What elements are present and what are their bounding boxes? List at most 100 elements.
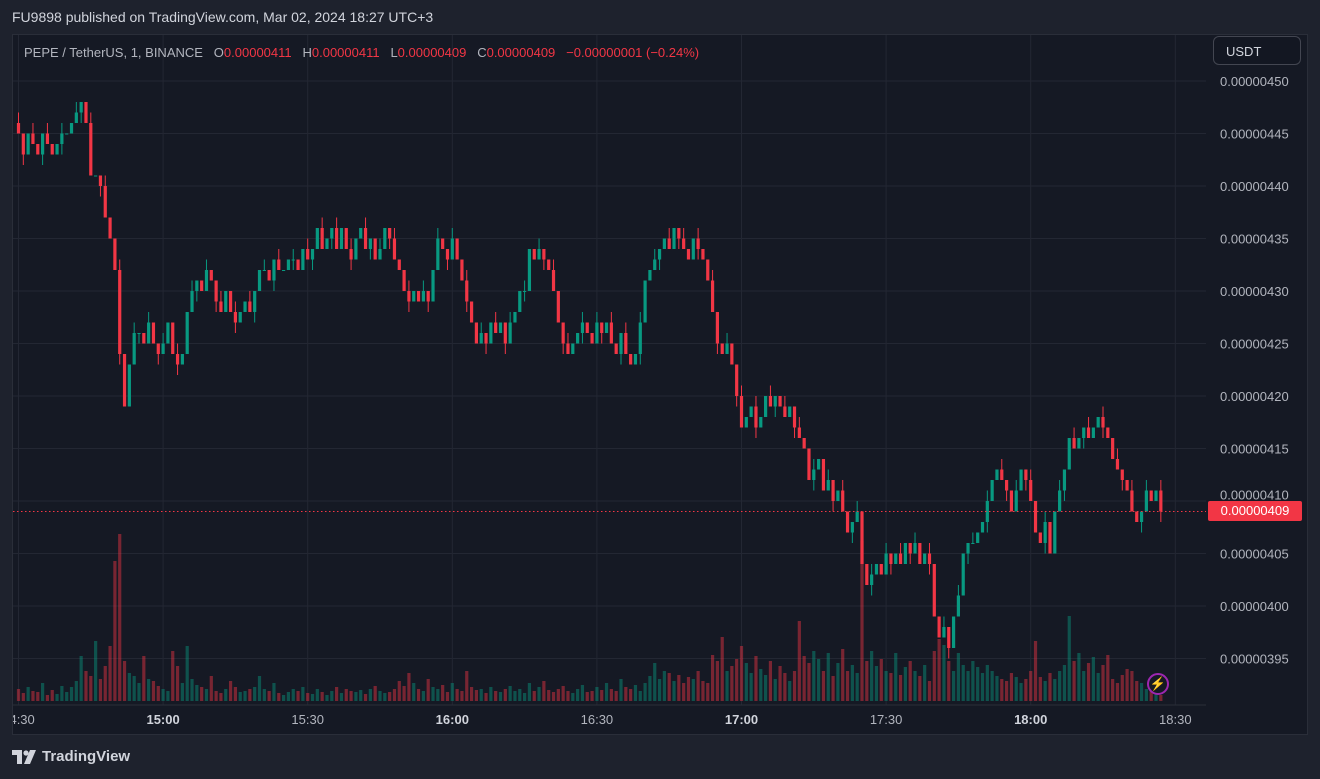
candle-body xyxy=(1033,501,1038,533)
candle-body xyxy=(310,249,315,260)
candle-body xyxy=(609,322,613,344)
volume-bar xyxy=(26,687,30,701)
volume-bar xyxy=(686,677,691,701)
candle-body xyxy=(696,238,700,249)
volume-bar xyxy=(219,693,223,701)
volume-bar xyxy=(754,656,758,701)
volume-bar xyxy=(1082,671,1086,701)
volume-bar xyxy=(595,687,599,701)
volume-bar xyxy=(436,689,440,701)
volume-bar xyxy=(1096,673,1100,701)
volume-bar xyxy=(296,691,300,701)
candle-body xyxy=(561,322,565,344)
candle-body xyxy=(595,322,599,344)
candle-body xyxy=(349,249,353,260)
volume-bar xyxy=(513,691,517,701)
volume-bar xyxy=(841,649,845,701)
volume-bar xyxy=(65,692,69,701)
change-value: −0.00000001 (−0.24%) xyxy=(566,45,700,60)
high-label: H xyxy=(302,45,312,60)
currency-button[interactable]: USDT xyxy=(1213,36,1301,65)
candle-body xyxy=(682,238,686,249)
candle-body xyxy=(604,322,609,333)
chart-panel[interactable]: 0.00000450 0.00000445 0.00000440 0.00000435… xyxy=(12,34,1308,735)
candle-body xyxy=(600,322,604,333)
candle-body xyxy=(894,553,898,564)
candle-body xyxy=(1115,459,1120,470)
candle-body xyxy=(590,333,594,344)
x-tick-label: 16:30 xyxy=(581,712,614,727)
volume-bar xyxy=(306,693,310,701)
volume-bar xyxy=(397,681,401,701)
tradingview-logo[interactable]: TradingView xyxy=(12,748,130,765)
volume-bar xyxy=(807,663,811,701)
candle-body xyxy=(547,259,551,270)
candle-body xyxy=(932,564,936,617)
y-tick-label: 0.00000415 xyxy=(1220,442,1289,457)
candle-body xyxy=(137,333,141,334)
candle-body xyxy=(142,333,146,344)
candle-body xyxy=(802,438,806,449)
candle-body xyxy=(614,343,618,354)
lightning-icon[interactable]: ⚡ xyxy=(1147,673,1169,695)
volume-bar xyxy=(961,665,965,701)
x-tick-label: 18:00 xyxy=(1014,712,1047,727)
candlestick-chart[interactable]: 0.00000450 0.00000445 0.00000440 0.00000435… xyxy=(13,35,1308,735)
candle-body xyxy=(253,291,257,312)
volume-bar xyxy=(1043,681,1047,701)
candle-body xyxy=(166,322,170,344)
candle-body xyxy=(204,270,209,291)
volume-bar xyxy=(315,689,319,701)
volume-bar xyxy=(976,667,980,701)
x-tick-label: 17:00 xyxy=(725,712,758,727)
candle-body xyxy=(489,322,493,344)
candle-body xyxy=(792,406,797,428)
volume-bar xyxy=(571,693,575,701)
x-tick-label: 17:30 xyxy=(870,712,903,727)
volume-bar xyxy=(1033,641,1038,701)
volume-bar xyxy=(1029,671,1033,701)
candle-body xyxy=(195,280,199,291)
volume-bar xyxy=(985,665,989,701)
volume-bar xyxy=(479,689,483,701)
volume-bar xyxy=(629,689,633,701)
volume-bar xyxy=(330,691,334,701)
candle-body xyxy=(55,144,59,155)
volume-bar xyxy=(715,661,719,701)
volume-bar xyxy=(898,675,903,701)
candle-body xyxy=(494,322,498,333)
volume-bar xyxy=(590,691,594,701)
volume-bar xyxy=(190,679,194,701)
candle-body xyxy=(937,616,941,638)
candle-body xyxy=(132,333,136,365)
candle-body xyxy=(898,553,903,564)
volume-bar xyxy=(826,653,830,701)
candle-body xyxy=(653,259,657,270)
candle-body xyxy=(412,291,416,302)
volume-bar xyxy=(286,692,291,701)
candle-body xyxy=(648,270,652,281)
candle-body xyxy=(431,270,435,302)
volume-bar xyxy=(956,653,960,701)
candle-body xyxy=(542,249,546,260)
volume-bar xyxy=(831,676,835,701)
volume-bar xyxy=(527,683,532,701)
y-tick-label: 0.00000440 xyxy=(1220,179,1289,194)
candle-body xyxy=(190,291,194,312)
volume-bar xyxy=(725,671,729,701)
symbol-name[interactable]: PEPE / TetherUS, 1, BINANCE xyxy=(24,45,203,60)
volume-bar xyxy=(402,686,406,701)
candle-body xyxy=(850,522,854,533)
publish-info: FU9898 published on TradingView.com, Mar… xyxy=(12,9,434,25)
candle-body xyxy=(50,144,54,155)
candle-body xyxy=(484,333,488,344)
volume-bar xyxy=(667,673,671,701)
volume-bar xyxy=(937,639,941,701)
candle-body xyxy=(147,322,151,344)
volume-bar xyxy=(624,687,628,701)
volume-bar xyxy=(966,671,970,701)
candle-body xyxy=(1029,480,1033,501)
volume-bar xyxy=(561,686,565,701)
y-tick-label: 0.00000410 xyxy=(1220,488,1289,503)
candle-body xyxy=(277,259,281,270)
